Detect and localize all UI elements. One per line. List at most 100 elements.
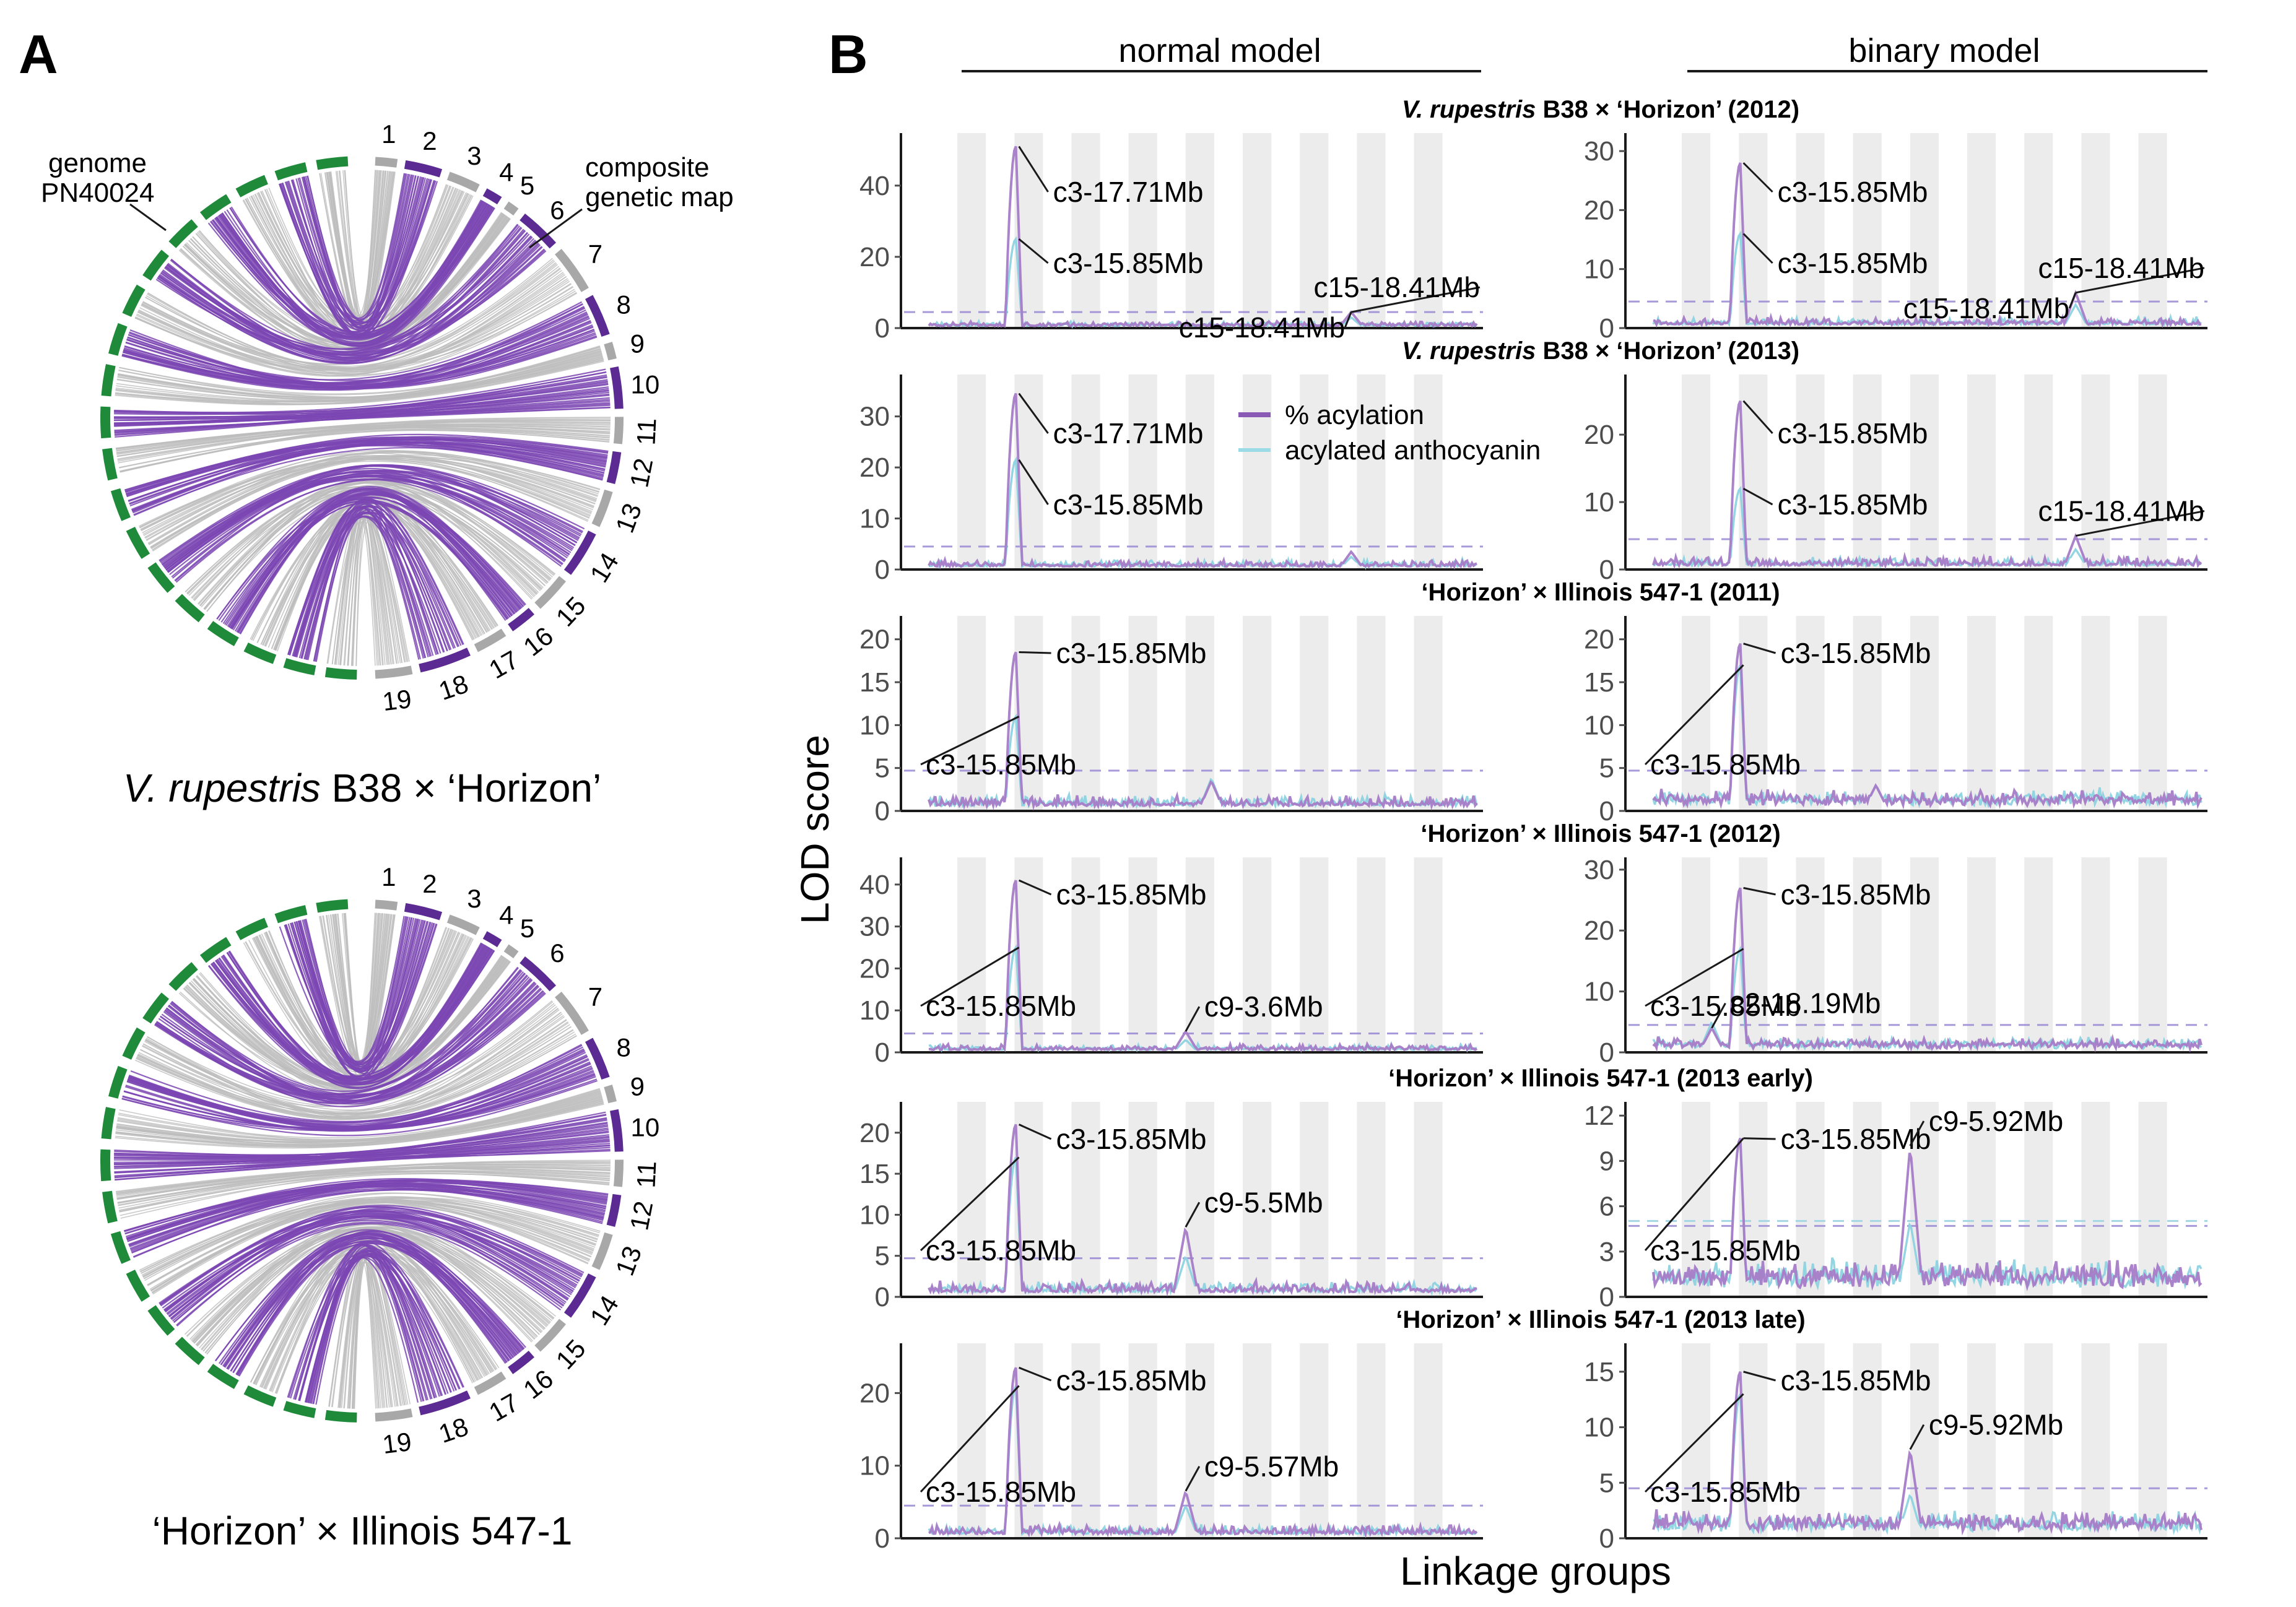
- y-tick-label: 0: [1599, 1282, 1614, 1312]
- link-line: [253, 1239, 494, 1384]
- link-line: [201, 484, 552, 608]
- link-line: [115, 355, 603, 405]
- chromosome-15-label: 15: [550, 1334, 591, 1375]
- link-line: [137, 1003, 555, 1117]
- link-line: [207, 944, 486, 1086]
- circos-title-2: ‘Horizon’ × Illinois 547-1: [152, 1509, 573, 1553]
- link-line: [118, 1164, 611, 1209]
- annotation-label: c3-15.85Mb: [1778, 417, 1928, 449]
- annotation-leader: [1711, 1002, 1726, 1029]
- genome-segment: [175, 1336, 205, 1366]
- lod-plot-5-binary: 0 5 10 15 c3-15.85Mb c3-15.85Mb c9-5.92Mb: [1584, 1343, 2207, 1554]
- chromosome-6-label: 6: [550, 196, 564, 225]
- links-purple: [113, 916, 611, 1405]
- annotation-leader: [920, 716, 1020, 766]
- link-line: [124, 303, 583, 385]
- link-line: [114, 368, 606, 414]
- annotation-label: c3-15.85Mb: [1781, 878, 1931, 911]
- lg-band: [1357, 616, 1386, 811]
- chromosome-13-arc: [591, 489, 613, 527]
- y-tick-label: 0: [875, 313, 890, 344]
- annotation-label: c3-15.85Mb: [1778, 247, 1928, 279]
- chromosome-19-label: 19: [381, 684, 413, 716]
- lg-band: [1357, 857, 1386, 1052]
- lg-band: [1243, 1343, 1272, 1538]
- genome-segment: [274, 162, 308, 181]
- link-line: [125, 433, 609, 495]
- lod-plot-0-normal: 0 20 40 c3-17.71Mb c3-15.85Mb c15-18.41Mb c15-…: [859, 133, 1483, 344]
- legend-label-anthocyanin: acylated anthocyanin: [1285, 435, 1541, 466]
- genome-segment: [168, 219, 198, 248]
- lg-band: [2138, 1102, 2167, 1297]
- y-tick-label: 30: [1584, 855, 1614, 885]
- lg-band: [957, 1102, 986, 1297]
- link-line: [122, 316, 589, 391]
- chromosome-8-arc: [585, 1037, 610, 1080]
- chromosome-6-label: 6: [550, 938, 564, 968]
- link-line: [117, 352, 602, 401]
- annotation-label: c15-18.41Mb: [2038, 495, 2205, 527]
- annotation-leader: [1018, 145, 1049, 193]
- annotation-leader: [1644, 1137, 1744, 1251]
- annotation-leader: [920, 946, 1020, 1007]
- chromosome-12-label: 12: [624, 1198, 658, 1232]
- genome-segment: [207, 621, 239, 646]
- link-line: [134, 259, 554, 371]
- chromosome-19-label: 19: [381, 1427, 413, 1459]
- lg-band: [1682, 375, 1711, 570]
- link-line: [165, 224, 519, 360]
- y-tick-label: 30: [859, 912, 890, 942]
- series-acylation: [1652, 1371, 2203, 1536]
- lg-band: [1910, 133, 1939, 328]
- y-tick-label: 9: [1599, 1146, 1614, 1176]
- lg-band: [1910, 616, 1939, 811]
- annotation-leader: [2075, 267, 2205, 294]
- annotation-leader: [2068, 292, 2077, 309]
- lg-band: [1071, 375, 1100, 570]
- chromosome-7-label: 7: [588, 240, 602, 269]
- y-tick-label: 0: [875, 555, 890, 585]
- link-line: [193, 1226, 555, 1344]
- y-tick-label: 0: [1599, 796, 1614, 826]
- legend-map-pointer: [529, 208, 583, 249]
- link-line: [136, 1008, 559, 1119]
- chromosome-11-label: 11: [631, 417, 661, 446]
- lg-band: [1185, 133, 1214, 328]
- link-line: [115, 1094, 602, 1148]
- lg-band: [1357, 1102, 1386, 1297]
- link-line: [164, 975, 529, 1098]
- link-line: [158, 223, 518, 354]
- y-tick-label: 15: [859, 1159, 890, 1189]
- chromosome-15-label: 15: [550, 591, 591, 632]
- lg-band: [2138, 375, 2167, 570]
- link-line: [129, 1180, 609, 1248]
- annotation-leader: [1742, 233, 1773, 264]
- link-line: [119, 423, 611, 469]
- link-line: [152, 1197, 600, 1294]
- annotation-leader: [1742, 162, 1773, 193]
- link-line: [121, 1080, 598, 1137]
- genome-segment: [316, 899, 349, 913]
- lg-band: [2081, 616, 2110, 811]
- link-line: [114, 1125, 609, 1174]
- link-line: [165, 226, 522, 350]
- link-line: [140, 1192, 599, 1273]
- annotation-label: c3-15.85Mb: [1053, 488, 1204, 521]
- genome-segment: [235, 175, 269, 197]
- link-line: [303, 173, 405, 319]
- y-tick-label: 20: [1584, 420, 1614, 450]
- y-tick-label: 40: [859, 870, 890, 900]
- link-line: [132, 438, 609, 513]
- lg-band: [1414, 857, 1443, 1052]
- link-line: [298, 176, 422, 324]
- lg-band: [2138, 1343, 2167, 1538]
- lg-band: [1185, 857, 1214, 1052]
- link-line: [305, 509, 452, 660]
- lg-band: [1357, 1343, 1386, 1538]
- link-line: [226, 1237, 524, 1369]
- lg-band: [1967, 616, 1996, 811]
- lg-band: [1357, 133, 1386, 328]
- link-line: [138, 273, 565, 375]
- link-line: [210, 201, 485, 345]
- lg-band: [2024, 375, 2053, 570]
